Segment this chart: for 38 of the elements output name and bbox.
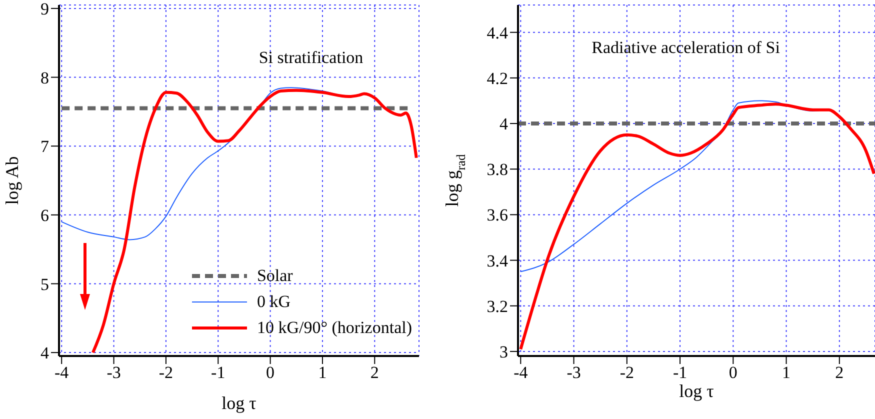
y-tick-label: 3.4 xyxy=(486,251,508,270)
y-tick-label: 3 xyxy=(500,342,508,362)
y-tick-label: 3.8 xyxy=(486,160,508,180)
y-tick-label: 4 xyxy=(40,344,50,363)
y-tick-label: 6 xyxy=(40,206,49,225)
x-tick-label: 0 xyxy=(266,363,275,382)
x-tick-label: -2 xyxy=(620,363,634,382)
x-tick-label: -4 xyxy=(54,363,70,382)
y-tick-label: 3.6 xyxy=(486,206,508,225)
legend-label: Solar xyxy=(256,266,293,286)
legend-label: 0 kG xyxy=(256,292,290,312)
line-series xyxy=(519,102,875,351)
x-axis-title: log τ xyxy=(679,381,714,401)
x-tick-label: -1 xyxy=(672,363,688,382)
x-tick-label: 1 xyxy=(318,363,327,382)
x-tick-label: 2 xyxy=(370,363,379,382)
y-tick-label: 5 xyxy=(40,274,49,294)
y-tick-label: 4 xyxy=(500,114,508,134)
x-tick-label: -4 xyxy=(514,363,528,382)
legend-label: 10 kG/90° (horizontal) xyxy=(256,318,412,338)
x-tick-label: 2 xyxy=(835,363,844,382)
x-tick-label: -1 xyxy=(211,363,226,382)
x-tick-label: -2 xyxy=(158,363,174,382)
y-tick-label: 3.2 xyxy=(486,296,508,316)
line-series xyxy=(91,88,418,354)
y-tick-label: 4.4 xyxy=(486,23,508,42)
x-tick-label: 0 xyxy=(728,363,738,382)
y-tick-label: 7 xyxy=(40,137,50,156)
text: Radiative acceleration of Si xyxy=(592,38,780,57)
y-axis-title: log Ab xyxy=(2,156,22,205)
y-tick-label: 4.2 xyxy=(486,68,508,88)
text: Si stratification xyxy=(258,48,364,67)
x-tick-label: -3 xyxy=(566,363,581,382)
x-tick-label: -3 xyxy=(106,363,121,382)
y-tick-label: 9 xyxy=(40,0,49,18)
y-tick-label: 8 xyxy=(40,68,49,88)
x-axis-title: log τ xyxy=(222,393,256,413)
x-tick-label: 1 xyxy=(782,363,791,382)
